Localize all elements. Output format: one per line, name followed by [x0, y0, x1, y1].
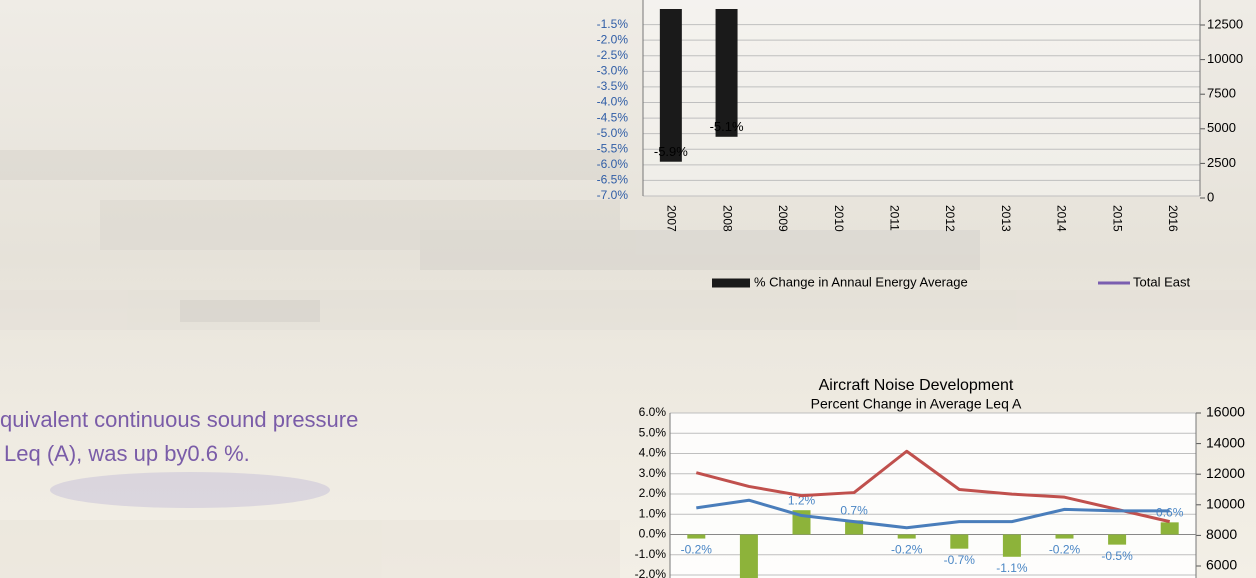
y-tick-label: -1.0%: [635, 547, 667, 561]
y2-tick-label: 14000: [1206, 434, 1245, 450]
chart-subtitle: Percent Change in Average Leq A: [811, 396, 1022, 412]
line-series: [696, 498, 1170, 530]
y-tick-label: -6.5%: [597, 173, 629, 187]
y2-tick-label: 10000: [1207, 51, 1243, 66]
y-tick-label: -2.0%: [635, 567, 667, 578]
bar: [1002, 534, 1021, 557]
bar: [1108, 534, 1127, 545]
x-tick-label: 2016: [1166, 205, 1180, 232]
bar: [715, 9, 738, 137]
y-tick-label: -2.5%: [597, 48, 629, 62]
x-tick-label: 2012: [943, 205, 957, 232]
x-tick-label: 2013: [999, 205, 1013, 232]
y2-tick-label: 7500: [1207, 86, 1236, 101]
x-tick-label: 2009: [776, 205, 790, 232]
y2-tick-label: 16000: [1206, 404, 1245, 420]
photo-details: [0, 150, 1256, 578]
data-label: -0.7%: [944, 553, 976, 567]
line-series: [695, 449, 1171, 524]
y2-tick-label: 0: [1207, 189, 1214, 204]
y-tick-label: 1.0%: [639, 506, 667, 520]
data-label: 1.2%: [788, 493, 816, 507]
y-tick-label: 0.0%: [639, 527, 667, 541]
y-tick-label: -1.5%: [597, 17, 629, 31]
y-tick-label: 6.0%: [639, 405, 667, 419]
data-label: -0.2%: [891, 543, 923, 557]
data-label: -5.9%: [654, 144, 688, 159]
data-label: -0.2%: [681, 543, 713, 557]
y2-tick-label: 12500: [1207, 16, 1243, 31]
bar: [845, 520, 864, 535]
data-label: -0.2%: [1049, 543, 1081, 557]
y-tick-label: -5.0%: [597, 126, 629, 140]
y2-tick-label: 12000: [1206, 465, 1245, 481]
x-tick-label: 2011: [887, 205, 901, 231]
y-tick-label: -3.5%: [597, 79, 629, 93]
bar: [897, 534, 916, 539]
y-tick-label: 5.0%: [639, 425, 667, 439]
body-text: Leq (A), was up by0.6 %.: [4, 441, 250, 466]
bar: [687, 534, 706, 539]
y2-tick-label: 2500: [1207, 155, 1236, 170]
data-label: -5.1%: [710, 119, 744, 134]
y-tick-label: -5.5%: [597, 141, 629, 155]
x-tick-label: 2008: [720, 205, 734, 232]
y-tick-label: -6.0%: [597, 157, 629, 171]
y-tick-label: 2.0%: [639, 486, 667, 500]
bar: [950, 534, 969, 549]
y-tick-label: -4.0%: [597, 95, 629, 109]
x-tick-label: 2007: [665, 205, 679, 232]
data-label: 0.6%: [1156, 506, 1184, 520]
y2-tick-label: 8000: [1206, 526, 1237, 542]
y-tick-label: -4.5%: [597, 110, 629, 124]
bar: [659, 9, 682, 162]
body-text: quivalent continuous sound pressure: [0, 407, 358, 432]
data-label: -1.1%: [996, 561, 1028, 575]
data-label: 0.7%: [840, 503, 868, 517]
y-tick-label: 4.0%: [639, 446, 667, 460]
legend-label: % Change in Annaul Energy Average: [754, 274, 968, 289]
y-tick-label: -2.0%: [597, 32, 629, 46]
y2-tick-label: 5000: [1207, 120, 1236, 135]
y-tick-label: 3.0%: [639, 466, 667, 480]
y2-tick-label: 6000: [1206, 557, 1237, 573]
y2-tick-label: 10000: [1206, 496, 1245, 512]
bar: [739, 534, 758, 578]
y-tick-label: -7.0%: [597, 188, 629, 202]
x-tick-label: 2010: [832, 205, 846, 232]
x-tick-label: 2015: [1110, 205, 1124, 232]
bar: [1055, 534, 1074, 539]
legend-swatch: [712, 278, 750, 288]
bar: [1160, 522, 1179, 535]
data-label: -0.5%: [1101, 549, 1133, 563]
legend-label: Total East: [1133, 274, 1190, 289]
y-tick-label: -3.0%: [597, 64, 629, 78]
x-tick-label: 2014: [1055, 205, 1069, 232]
chart-title: Aircraft Noise Development: [819, 377, 1014, 394]
